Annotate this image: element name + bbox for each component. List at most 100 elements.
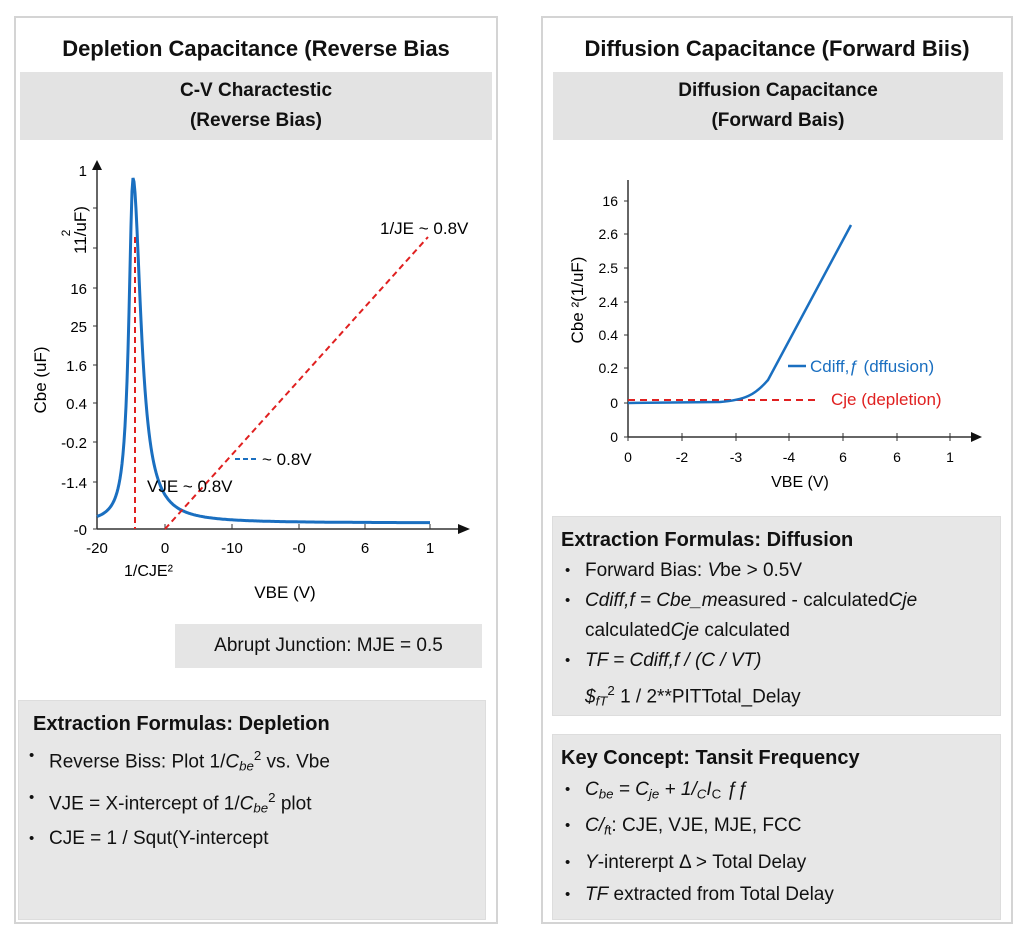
x-tick-label: -0: [292, 540, 305, 557]
formula-segment: CJE = 1 / Squt(Y-intercept: [49, 828, 269, 850]
formula-segment: 2: [253, 748, 262, 763]
formula-segment: > 0.5V: [741, 560, 803, 581]
formula-segment: C: [711, 786, 722, 802]
formula-segment: ƒƒ: [721, 779, 748, 800]
diffusion-formulas-box: Extraction Formulas: Diffusion Forward B…: [552, 516, 1001, 716]
formula-segment: $: [585, 686, 596, 708]
x-tick-label: 1: [946, 449, 954, 465]
formula-segment: vs. Vbe: [261, 751, 330, 773]
y-tick-label: 2.4: [599, 294, 619, 310]
x-axis-label: VBE (V): [254, 583, 315, 602]
y-axis-label: Cbe ²(1/uF): [568, 257, 587, 344]
formula-segment: C: [585, 779, 599, 800]
formula-segment: f: [595, 693, 600, 709]
formula-segment: Cje: [670, 620, 700, 641]
depletion-formulas-box: Extraction Formulas: Depletion Reverse B…: [18, 700, 486, 920]
diffusion-curve: [627, 224, 853, 405]
concept-list: Cbe = Cje + 1/CIC ƒƒ C/ft: CJE, VJE, MJE…: [553, 774, 1000, 911]
formula-segment: easured - calculated: [717, 590, 889, 611]
formula-segment: calculated: [699, 620, 790, 641]
formula-segment: 1 / 2**PITTotal_Delay: [614, 686, 801, 708]
formula-segment: > Total Delay: [690, 851, 807, 873]
chart-header-line: Diffusion Capacitance: [678, 80, 878, 101]
formula-segment: be: [598, 786, 614, 802]
box-title: Extraction Formulas: Diffusion: [561, 529, 854, 551]
y-axis-label-sup: 2: [59, 229, 73, 236]
x-tick-label: 6: [361, 540, 369, 557]
formula-segment: plot: [275, 792, 312, 814]
line-annotation: 1/JE ~ 0.8V: [380, 219, 469, 238]
y-tick-label: -1.4: [61, 475, 87, 492]
x-tick-label: 0: [161, 540, 169, 557]
formula-segment: Forward Bias:: [585, 560, 708, 581]
dash-annotation: ~ 0.8V: [262, 450, 312, 469]
y-tick-label: -0.2: [61, 435, 87, 452]
mje-note: Abrupt Junction: MJE = 0.5: [175, 624, 482, 668]
x-axis-arrow: [458, 524, 470, 534]
chart-header-line: (Reverse Bias): [189, 110, 323, 131]
y-tick-label: 16: [602, 193, 618, 209]
formula-segment: 2: [268, 789, 276, 805]
formula-segment: be: [720, 560, 742, 581]
y-tick-label: 0.2: [599, 360, 619, 376]
formula-segment: V: [707, 560, 721, 581]
x-tick-label: -4: [783, 449, 796, 465]
box-title: Key Concept: Tansit Frequency: [561, 747, 860, 769]
concept-item: Cbe = Cje + 1/CIC ƒƒ: [565, 774, 1000, 810]
formula-segment: je: [648, 786, 660, 802]
y-tick-label: 1: [79, 163, 87, 180]
formula-item: VJE = X-intercept of 1/Cbe2 plot: [29, 782, 485, 824]
concept-item: TF extracted from Total Delay: [565, 879, 1000, 911]
concept-item: Y-intererpt Δ > Total Delay: [565, 847, 1000, 879]
formula-segment: C: [239, 792, 254, 814]
formula-segment: C: [225, 751, 240, 773]
formula-segment: = C: [613, 779, 649, 800]
formula-segment: be: [239, 758, 254, 774]
formula-segment: : CJE, VJE, MJE, FCC: [611, 815, 802, 837]
formula-segment: be: [253, 800, 269, 816]
y-tick-label: 0: [610, 429, 618, 445]
y-axis-arrow: [92, 160, 102, 170]
y-tick-label: 25: [70, 319, 87, 336]
y-tick-label: 2.6: [599, 226, 619, 242]
formula-list: Forward Bias: Vbe > 0.5V Cdiff,f = Cbe_m…: [553, 556, 1000, 717]
y-tick-label: -0: [74, 522, 87, 539]
formula-item: TF = Cdiff,f / (C / VT): [565, 646, 1000, 676]
x-tick-label: -3: [730, 449, 743, 465]
y-axis-label-secondary: 11/uF): [71, 206, 90, 254]
formula-segment: T: [599, 693, 608, 709]
formula-segment: I: [706, 779, 712, 800]
chart-header: Diffusion Capacitance (Forward Bais): [553, 72, 1003, 140]
formula-segment: VJE = X-intercept of 1/: [49, 792, 240, 814]
chart-header-line: C-V Charactestic: [179, 80, 333, 101]
formula-segment: calculated: [585, 620, 671, 641]
y-tick-label: 0.4: [66, 396, 87, 413]
formula-segment: Reverse Biss: Plot 1/: [49, 751, 226, 773]
key-concept-box: Key Concept: Tansit Frequency Cbe = Cje …: [552, 734, 1001, 920]
formula-segment: C/: [585, 815, 604, 837]
formula-segment: TF = Cdiff,f / (C / VT): [585, 650, 762, 671]
formula-item: Cdiff,f = Cbe_measured - calculatedCje: [565, 586, 1000, 616]
chart-header: C-V Charactestic (Reverse Bias): [20, 72, 492, 140]
box-title: Extraction Formulas: Depletion: [33, 713, 330, 735]
formula-segment: 2: [607, 683, 615, 698]
formula-segment: TF: [585, 883, 609, 905]
y-tick-label: 16: [70, 281, 87, 298]
x-tick-label: 6: [839, 449, 847, 465]
panel-title: Depletion Capacitance (Reverse Bias: [62, 36, 450, 61]
x-tick-label: -2: [676, 449, 689, 465]
x-tick-label: 6: [893, 449, 901, 465]
legend-depletion: Cje (depletion): [831, 390, 942, 409]
formula-segment: -intererpt: [597, 851, 679, 873]
formula-segment: t: [607, 822, 612, 838]
formula-segment: Cje: [888, 590, 918, 611]
x-tick-label: -10: [221, 540, 243, 557]
legend-diffusion: Cdiff,ƒ (dffusion): [810, 357, 934, 376]
x-axis-arrow: [971, 432, 982, 442]
y-tick-label: 2.5: [599, 260, 619, 276]
y-axis-label: Cbe (uF): [31, 346, 50, 413]
x-axis-label: VBE (V): [771, 474, 829, 491]
formula-segment: + 1/: [659, 779, 697, 800]
